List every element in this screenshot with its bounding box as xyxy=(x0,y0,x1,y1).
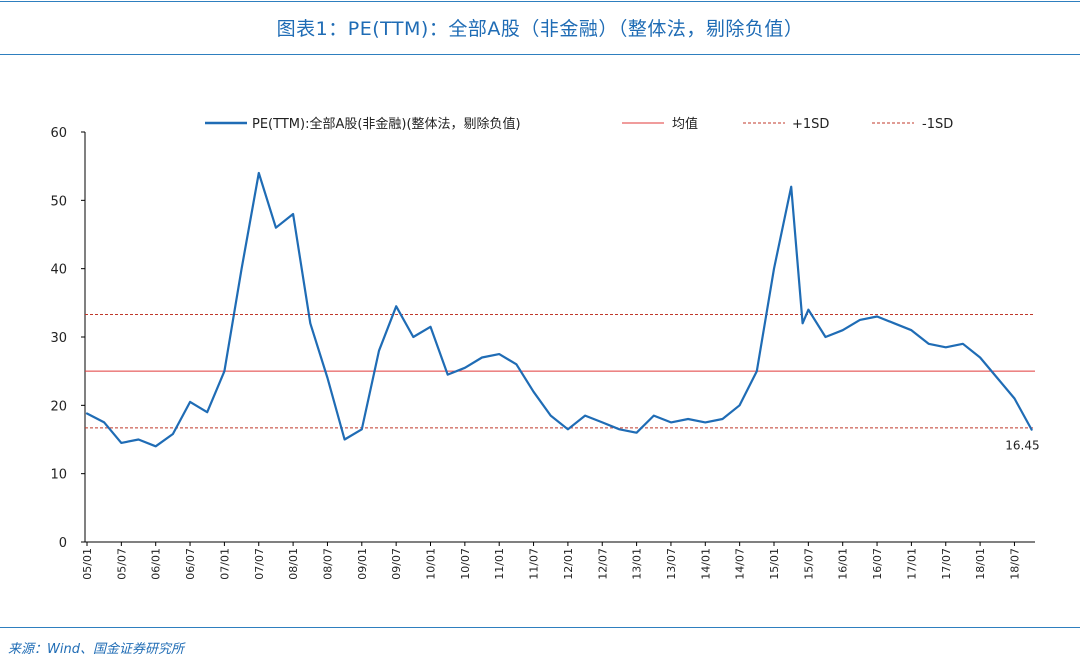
x-tick-label: 10/01 xyxy=(425,548,438,580)
source-note: 来源：Wind、国金证券研究所 xyxy=(8,642,184,657)
x-tick-label: 12/07 xyxy=(596,548,609,580)
x-tick-label: 08/01 xyxy=(287,548,300,580)
x-tick-label: 09/01 xyxy=(356,548,369,580)
x-tick-label: 16/07 xyxy=(871,548,884,580)
x-tick-label: 17/07 xyxy=(940,548,953,580)
x-tick-label: 06/07 xyxy=(184,548,197,580)
title-top-rule xyxy=(0,1,1080,2)
x-tick-label: 15/07 xyxy=(802,548,815,580)
pe-series-line xyxy=(85,171,1033,448)
y-tick-label: 30 xyxy=(50,331,67,346)
legend-minus-1sd-label: -1SD xyxy=(922,117,953,132)
x-tick-label: 05/01 xyxy=(81,548,94,580)
title-bottom-rule xyxy=(0,54,1080,55)
y-tick-label: 50 xyxy=(50,194,67,209)
title-bar: 图表1：PE(TTM)：全部A股（非金融）（整体法，剔除负值） xyxy=(0,0,1080,56)
x-tick-label: 18/01 xyxy=(974,548,987,580)
legend-pe-label: PE(TTM):全部A股(非金融)(整体法，剔除负值) xyxy=(252,116,521,132)
source-rule xyxy=(0,627,1080,628)
y-tick-label: 0 xyxy=(59,536,67,551)
x-tick-label: 06/01 xyxy=(150,548,163,580)
x-tick-label: 14/01 xyxy=(699,548,712,580)
x-tick-label: 12/01 xyxy=(562,548,575,580)
x-tick-label: 07/01 xyxy=(218,548,231,580)
x-tick-label: 10/07 xyxy=(459,548,472,580)
x-tick-label: 09/07 xyxy=(390,548,403,580)
y-tick-label: 10 xyxy=(50,468,67,483)
last-value-label: 16.45 xyxy=(1005,439,1039,453)
legend-plus-1sd-label: +1SD xyxy=(792,117,829,132)
y-tick-label: 60 xyxy=(50,126,67,141)
legend-mean-label: 均值 xyxy=(672,116,698,132)
x-tick-label: 11/01 xyxy=(493,548,506,580)
x-tick-label: 13/07 xyxy=(665,548,678,580)
y-tick-label: 20 xyxy=(50,399,67,414)
chart-title: 图表1：PE(TTM)：全部A股（非金融）（整体法，剔除负值） xyxy=(276,18,804,40)
x-tick-label: 11/07 xyxy=(528,548,541,580)
x-tick-label: 13/01 xyxy=(631,548,644,580)
y-tick-label: 40 xyxy=(50,263,67,278)
x-tick-label: 17/01 xyxy=(905,548,918,580)
x-tick-label: 16/01 xyxy=(837,548,850,580)
x-tick-label: 15/01 xyxy=(768,548,781,580)
x-tick-label: 07/07 xyxy=(253,548,266,580)
x-tick-label: 18/07 xyxy=(1008,548,1021,580)
x-tick-label: 14/07 xyxy=(734,548,747,580)
x-tick-label: 08/07 xyxy=(321,548,334,580)
x-tick-label: 05/07 xyxy=(115,548,128,580)
